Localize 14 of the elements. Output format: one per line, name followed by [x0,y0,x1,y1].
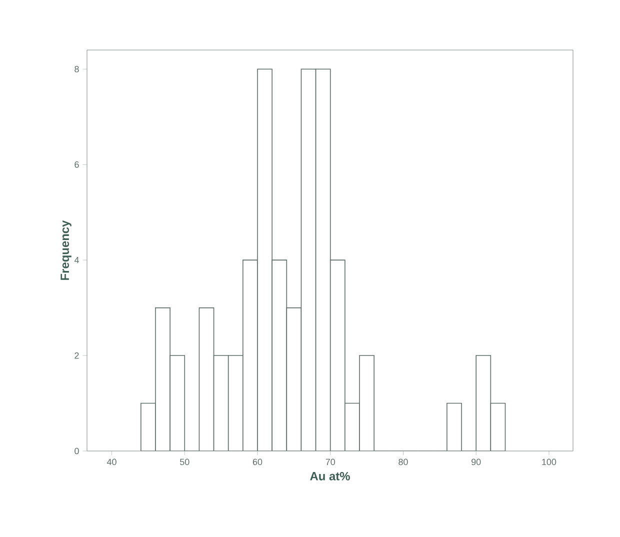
x-tick-label: 90 [472,458,481,466]
y-tick-label: 0 [74,448,79,454]
y-tick-label: 6 [74,161,79,168]
x-tick-label: 80 [398,458,408,466]
y-tick-label: 4 [74,256,79,264]
x-tick-label: 100 [542,458,556,466]
x-tick-label: 40 [106,458,116,466]
y-axis-title: Frequency [60,220,72,280]
x-axis-title: Au at% [310,472,350,480]
x-tick-label: 70 [326,458,336,466]
y-tick-label: 8 [74,66,79,72]
x-tick-label: 60 [252,458,262,466]
x-tick-label: 50 [180,458,190,466]
y-tick-label: 2 [74,352,79,359]
